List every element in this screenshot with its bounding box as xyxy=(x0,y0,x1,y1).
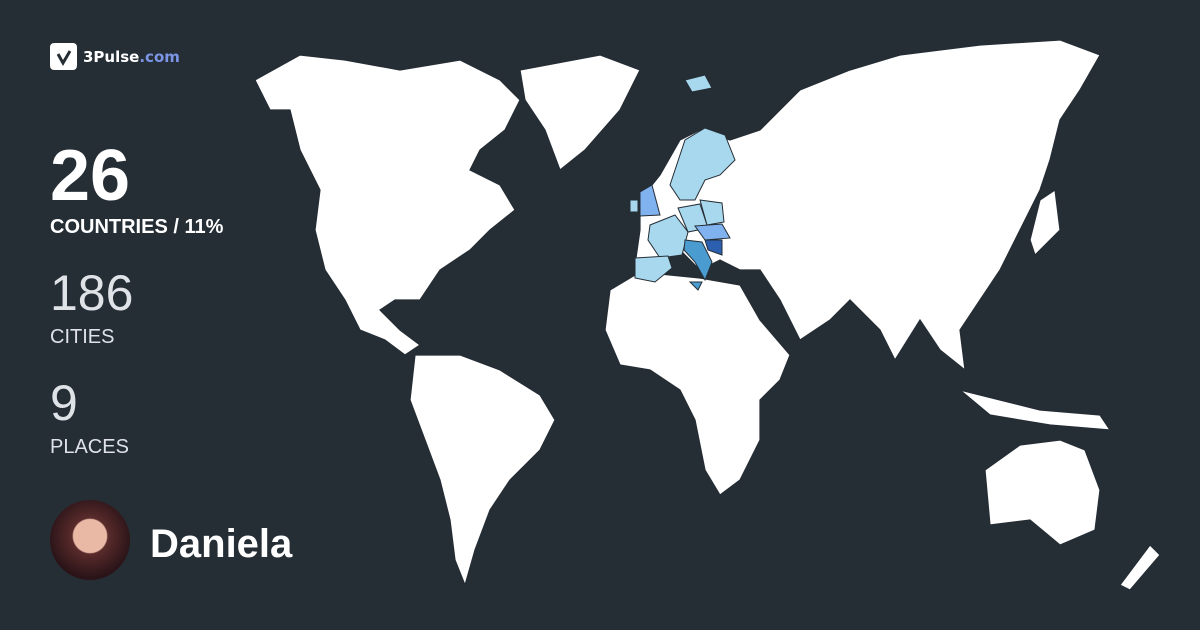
south-america xyxy=(409,354,556,587)
cities-value: 186 xyxy=(50,265,134,321)
brand-name: 3Pulse xyxy=(83,47,140,66)
visited-scandinavia xyxy=(669,127,736,201)
visited-italy xyxy=(683,239,713,282)
visited-ireland xyxy=(629,199,639,213)
visited-spain xyxy=(634,255,673,283)
places-value: 9 xyxy=(50,375,78,431)
visited-countries xyxy=(629,74,736,291)
brand-logo[interactable]: 3Pulse.com xyxy=(50,43,180,70)
africa xyxy=(604,271,791,496)
countries-label: COUNTRIES / 11% xyxy=(50,216,224,238)
places-label: PLACES xyxy=(50,436,129,458)
visited-sicily xyxy=(688,281,703,291)
cities-stat: 186 CITIES xyxy=(50,268,133,349)
visited-austria-hungary xyxy=(694,223,731,241)
countries-value: 26 xyxy=(50,136,131,216)
countries-stat: 26 COUNTRIES / 11% xyxy=(50,140,223,239)
visited-iceland xyxy=(684,74,713,93)
greenland xyxy=(519,54,641,171)
visited-france xyxy=(647,214,689,259)
visited-croatia xyxy=(704,239,723,256)
australia xyxy=(984,439,1101,546)
brand-domain: .com xyxy=(139,47,180,66)
new-zealand xyxy=(1119,544,1161,591)
user-name: Daniela xyxy=(150,522,293,566)
visited-poland xyxy=(699,199,725,226)
logo-check-icon xyxy=(50,43,77,70)
japan xyxy=(1029,188,1061,257)
eurasia xyxy=(634,39,1101,372)
visited-united-kingdom xyxy=(639,184,661,217)
cities-label: CITIES xyxy=(50,326,115,348)
avatar[interactable] xyxy=(50,500,130,580)
places-stat: 9 PLACES xyxy=(50,378,129,459)
indonesia xyxy=(959,389,1112,431)
north-america xyxy=(254,54,521,356)
